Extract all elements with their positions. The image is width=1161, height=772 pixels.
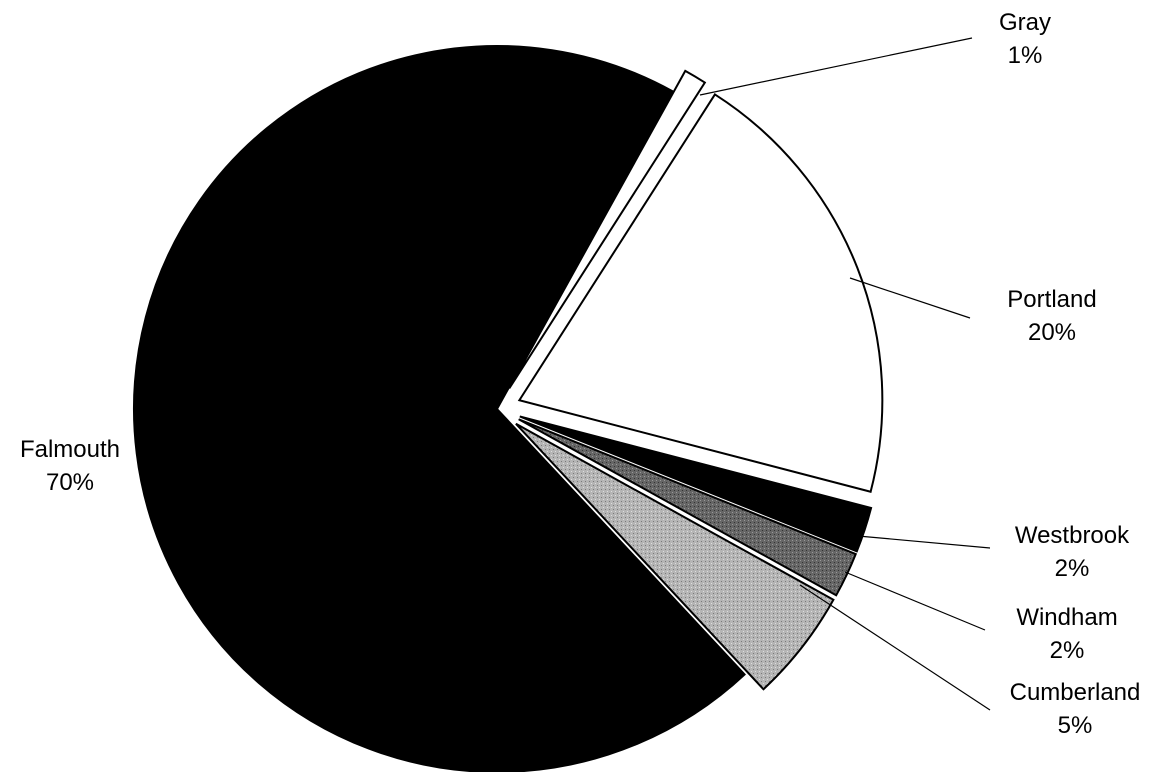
leader-line-westbrook [857,535,991,549]
slice-percent-falmouth: 70% [46,469,94,496]
pie-slices [133,45,884,772]
leader-line-cumberland [799,584,991,711]
slice-label-westbrook: Westbrook [1015,522,1130,549]
slice-percent-gray: 1% [1008,42,1043,69]
leader-lines [699,37,991,711]
pie-slice-portland [517,93,884,493]
leader-line-windham [844,571,986,631]
slice-percent-westbrook: 2% [1055,555,1090,582]
slice-label-gray: Gray [999,9,1051,36]
slice-percent-portland: 20% [1028,319,1076,346]
slice-labels: Gray 1% Portland 20% Westbrook 2% Windham 2% Cum… [20,9,1140,739]
pie-slice-falmouth [133,45,746,772]
pie-slice-gray [508,69,707,389]
leader-line-gray [699,37,973,96]
pie-slice-westbrook [519,415,873,553]
pie-slice-cumberland [515,422,835,691]
slice-percent-cumberland: 5% [1058,712,1093,739]
slice-label-cumberland: Cumberland [1010,679,1141,706]
leader-line-portland [849,277,971,319]
pie-slice-windham [518,418,858,597]
slice-label-portland: Portland [1007,286,1096,313]
slice-label-windham: Windham [1016,604,1117,631]
slice-percent-windham: 2% [1050,637,1085,664]
slice-label-falmouth: Falmouth [20,436,120,463]
